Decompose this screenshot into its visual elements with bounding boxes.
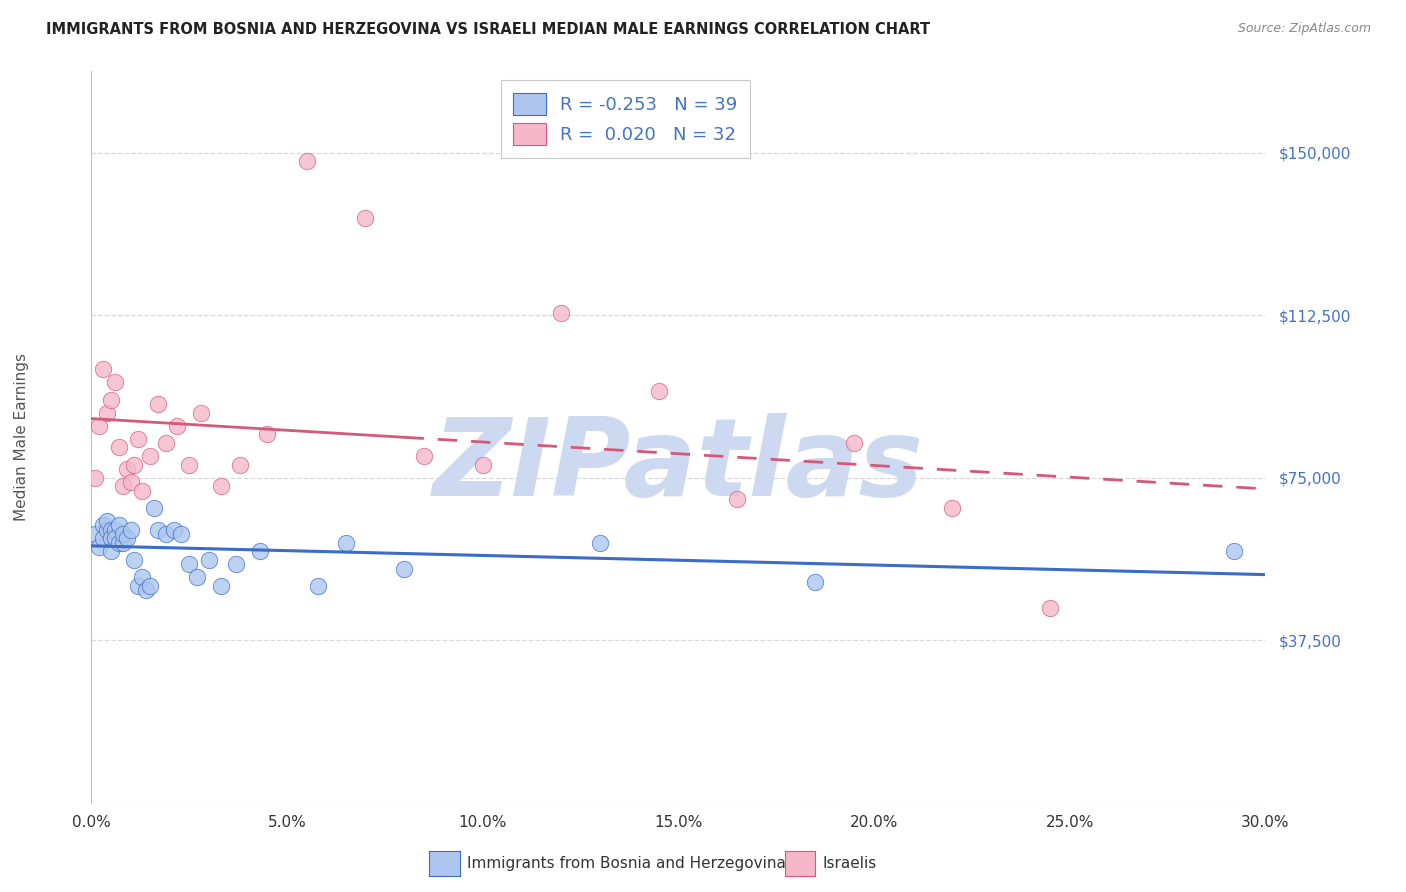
Point xyxy=(249,544,271,558)
Point xyxy=(120,475,142,489)
Text: Israelis: Israelis xyxy=(823,856,877,871)
Point xyxy=(124,458,146,472)
Text: Immigrants from Bosnia and Herzegovina: Immigrants from Bosnia and Herzegovina xyxy=(467,856,786,871)
Point xyxy=(307,579,329,593)
Point xyxy=(100,392,122,407)
Point xyxy=(111,479,134,493)
Point xyxy=(179,458,201,472)
Point xyxy=(550,306,572,320)
Point xyxy=(111,535,134,549)
Point xyxy=(120,523,142,537)
Point xyxy=(354,211,377,225)
Legend: R = -0.253   N = 39, R =  0.020   N = 32: R = -0.253 N = 39, R = 0.020 N = 32 xyxy=(501,80,751,158)
Point xyxy=(197,553,219,567)
Point xyxy=(225,558,247,572)
Point xyxy=(155,527,177,541)
Point xyxy=(107,441,129,455)
Point xyxy=(91,518,114,533)
Point xyxy=(127,432,149,446)
Point xyxy=(115,462,138,476)
Point xyxy=(104,376,127,390)
Point xyxy=(335,535,357,549)
Point xyxy=(91,532,114,546)
Text: Source: ZipAtlas.com: Source: ZipAtlas.com xyxy=(1237,22,1371,36)
Text: IMMIGRANTS FROM BOSNIA AND HERZEGOVINA VS ISRAELI MEDIAN MALE EARNINGS CORRELATI: IMMIGRANTS FROM BOSNIA AND HERZEGOVINA V… xyxy=(46,22,931,37)
Point xyxy=(844,436,866,450)
Point xyxy=(135,583,157,598)
Point xyxy=(139,579,162,593)
Point xyxy=(186,570,208,584)
Point xyxy=(100,532,122,546)
Point xyxy=(91,362,114,376)
Point xyxy=(1223,544,1246,558)
Point xyxy=(96,523,118,537)
Point xyxy=(1039,600,1062,615)
Point xyxy=(589,535,612,549)
Point xyxy=(162,523,184,537)
Point xyxy=(648,384,671,398)
Point xyxy=(127,579,149,593)
Point xyxy=(115,532,138,546)
Point xyxy=(166,418,188,433)
Point xyxy=(104,523,127,537)
Point xyxy=(295,154,318,169)
Point xyxy=(155,436,177,450)
Point xyxy=(146,523,169,537)
Point xyxy=(209,479,232,493)
Point xyxy=(124,553,146,567)
Point xyxy=(146,397,169,411)
Point xyxy=(170,527,193,541)
Point xyxy=(179,558,201,572)
Point xyxy=(941,501,963,516)
Point xyxy=(131,483,153,498)
Point xyxy=(107,518,129,533)
Y-axis label: Median Male Earnings: Median Male Earnings xyxy=(14,353,30,521)
Point xyxy=(139,449,162,463)
Point xyxy=(394,562,416,576)
Point xyxy=(100,523,122,537)
Point xyxy=(229,458,252,472)
Point xyxy=(111,527,134,541)
Point xyxy=(96,514,118,528)
Point xyxy=(209,579,232,593)
Point xyxy=(84,471,107,485)
Point xyxy=(89,540,111,554)
Point xyxy=(89,418,111,433)
Point xyxy=(143,501,166,516)
Point xyxy=(100,544,122,558)
Point xyxy=(190,406,212,420)
Point xyxy=(84,527,107,541)
Point xyxy=(804,574,827,589)
Point xyxy=(471,458,494,472)
Point xyxy=(107,535,129,549)
Point xyxy=(104,532,127,546)
Point xyxy=(96,406,118,420)
Point xyxy=(413,449,436,463)
Text: ZIPatlas: ZIPatlas xyxy=(433,413,924,519)
Point xyxy=(725,492,748,507)
Point xyxy=(256,427,278,442)
Point xyxy=(131,570,153,584)
